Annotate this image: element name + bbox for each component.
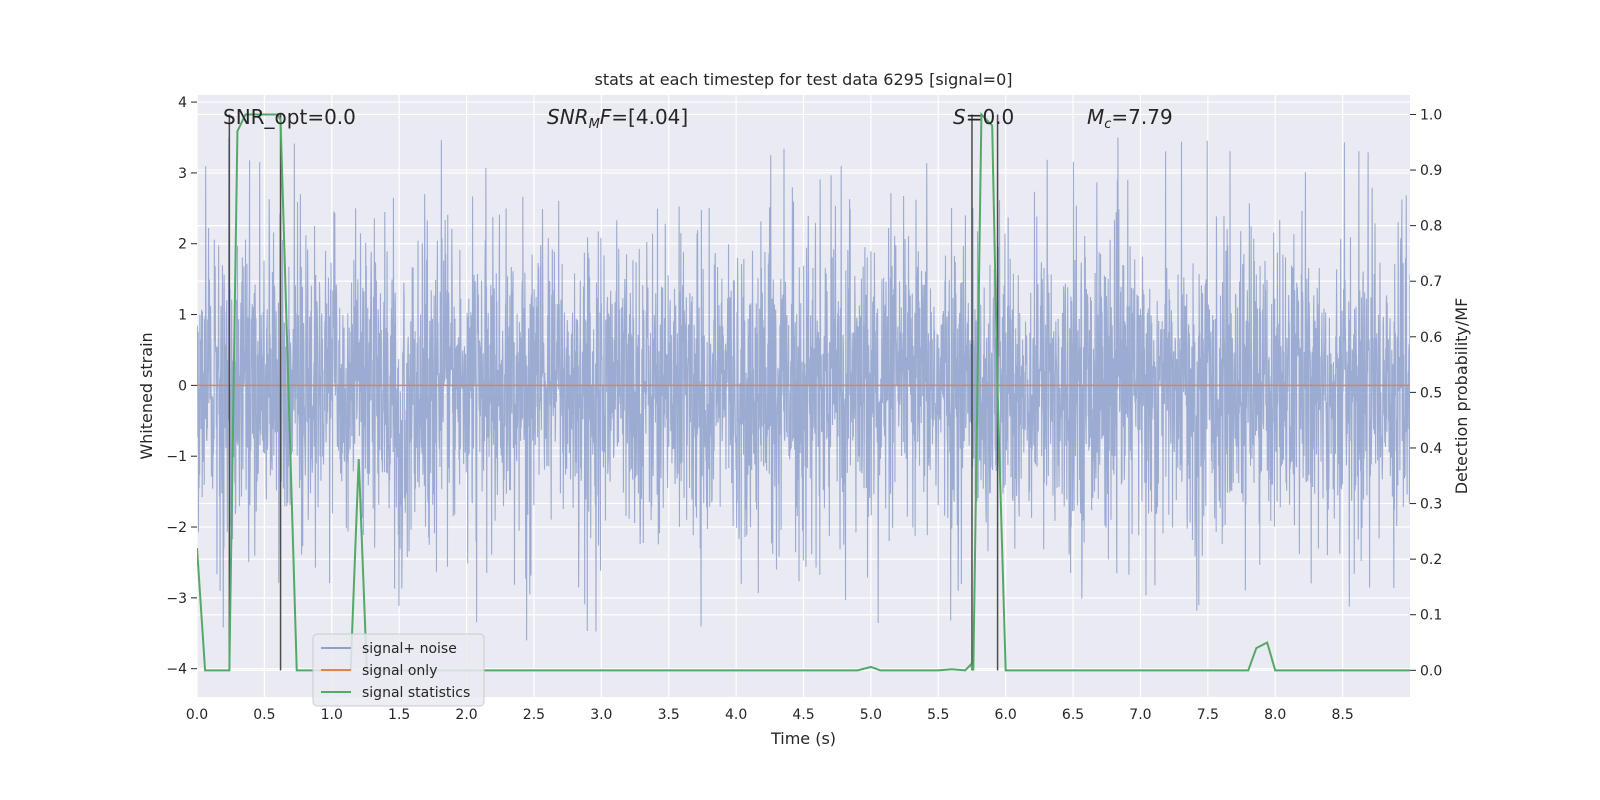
legend-box <box>312 633 485 707</box>
annotation-mc: Mc=7.79 <box>1087 105 1173 132</box>
annotation-snr-mf: SNRMF=[4.04] <box>547 105 688 132</box>
x-tick-label: 1.5 <box>388 707 410 723</box>
x-axis-label: Time (s) <box>770 729 836 748</box>
y2-tick-label: 0.4 <box>1420 441 1442 457</box>
y2-tick-label: 0.5 <box>1420 385 1442 401</box>
y-tick-label: −4 <box>166 662 187 678</box>
y-tick-label: −2 <box>166 520 187 536</box>
y2-tick-label: 0.3 <box>1420 497 1442 513</box>
legend: signal+ noise signal only signal statist… <box>312 633 485 707</box>
annotation-snr-mf-f: F <box>600 105 612 129</box>
y2-tick-label: 0.2 <box>1420 552 1442 568</box>
chart-title: stats at each timestep for test data 629… <box>594 70 1012 89</box>
x-tick-label: 3.5 <box>658 707 680 723</box>
x-tick-label: 5.5 <box>927 707 949 723</box>
x-tick-label: 4.5 <box>792 707 814 723</box>
y-tick-label: 0 <box>178 378 187 394</box>
x-tick-label: 7.5 <box>1197 707 1219 723</box>
x-axis-ticks: 0.0 0.5 1.0 1.5 2.0 2.5 3.0 3.5 4.0 4.5 5.0 5.5 6.0 6… <box>186 707 1354 723</box>
y2-tick-label: 0.9 <box>1420 163 1442 179</box>
y2-tick-label: 0.8 <box>1420 219 1442 235</box>
x-tick-label: 8.0 <box>1264 707 1286 723</box>
y2-tick-label: 0.7 <box>1420 274 1442 290</box>
x-tick-label: 5.0 <box>860 707 882 723</box>
annotation-snr-opt: SNR_opt=0.0 <box>223 105 356 129</box>
annotation-mc-value: =7.79 <box>1111 105 1172 129</box>
legend-label-signal-only: signal only <box>362 663 437 679</box>
y2-tick-label: 0.6 <box>1420 330 1442 346</box>
annotation-snr-mf-sub: M <box>589 117 600 132</box>
series-signal-noise-line <box>197 137 1410 641</box>
x-tick-label: 8.5 <box>1331 707 1353 723</box>
plot-content <box>197 112 1410 672</box>
y-tick-label: −3 <box>166 591 187 607</box>
x-tick-label: 6.5 <box>1062 707 1084 723</box>
series-signal-statistics-line <box>197 112 1410 672</box>
y-tick-label: 1 <box>178 308 187 324</box>
legend-label-signal-statistics: signal statistics <box>362 685 470 701</box>
y2-axis-ticks: 0.0 0.1 0.2 0.3 0.4 0.5 0.6 0.7 0.8 0.9 1.0 <box>1410 107 1442 679</box>
y-tick-label: 2 <box>178 237 187 253</box>
y-tick-label: −1 <box>166 449 187 465</box>
y-axis-label: Whitened strain <box>137 332 156 459</box>
annotation-mc-symbol: M <box>1087 105 1104 129</box>
x-tick-label: 0.5 <box>253 707 275 723</box>
annotation-mc-sub: c <box>1104 117 1111 132</box>
annotation-s: S=0.0 <box>953 105 1014 129</box>
y-axis-ticks: −4 −3 −2 −1 0 1 2 3 4 <box>166 95 197 678</box>
annotation-s-symbol: S <box>953 105 966 129</box>
x-tick-label: 1.0 <box>321 707 343 723</box>
x-tick-label: 7.0 <box>1129 707 1151 723</box>
y2-tick-label: 1.0 <box>1420 107 1442 123</box>
y-tick-label: 3 <box>178 166 187 182</box>
x-tick-label: 3.0 <box>590 707 612 723</box>
x-tick-label: 2.0 <box>455 707 477 723</box>
y2-axis-label: Detection probability/MF <box>1452 298 1471 495</box>
y2-tick-label: 0.1 <box>1420 608 1442 624</box>
annotation-snr-mf-prefix: SNR <box>547 105 589 129</box>
annotation-snr-mf-value: =[4.04] <box>611 105 688 129</box>
y2-tick-label: 0.0 <box>1420 663 1442 679</box>
x-tick-label: 0.0 <box>186 707 208 723</box>
legend-label-signal-noise: signal+ noise <box>362 641 457 657</box>
x-tick-label: 4.0 <box>725 707 747 723</box>
annotation-s-value: =0.0 <box>966 105 1015 129</box>
x-tick-label: 6.0 <box>995 707 1017 723</box>
x-tick-label: 2.5 <box>523 707 545 723</box>
y-tick-label: 4 <box>178 95 187 111</box>
